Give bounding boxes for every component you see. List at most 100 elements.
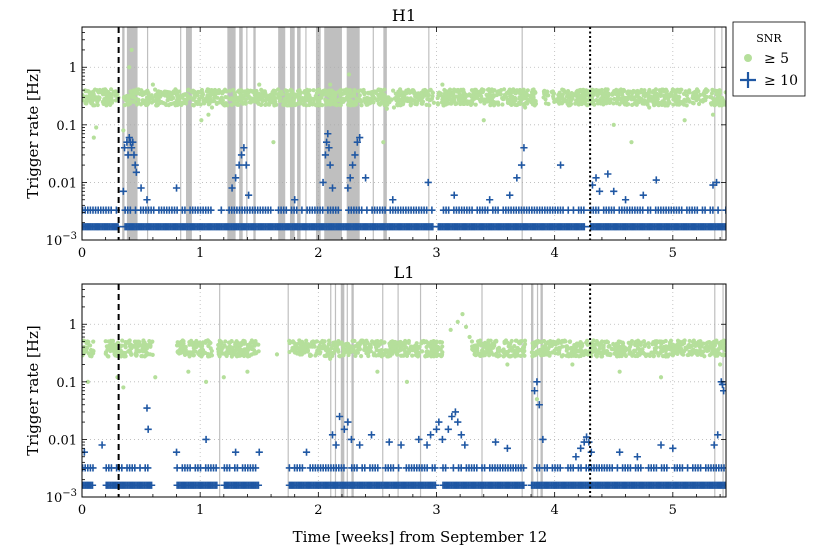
snr10-marker bbox=[144, 464, 152, 472]
snr5-marker bbox=[408, 90, 413, 95]
snr10-marker bbox=[592, 174, 600, 182]
snr5-marker bbox=[482, 353, 488, 358]
snr5-marker bbox=[517, 101, 523, 106]
snr10-marker bbox=[506, 191, 514, 199]
snr5-marker bbox=[141, 344, 147, 349]
snr5-marker bbox=[698, 92, 703, 97]
snr10-marker bbox=[652, 176, 660, 184]
snr5-marker bbox=[578, 347, 583, 352]
snr10-marker bbox=[610, 187, 618, 195]
snr5-marker bbox=[314, 91, 319, 96]
snr5-marker bbox=[322, 339, 327, 344]
snr5-marker bbox=[694, 92, 699, 97]
vetoed-interval bbox=[239, 27, 243, 240]
snr5-marker bbox=[326, 341, 331, 347]
snr5-marker bbox=[510, 94, 515, 99]
snr5-marker bbox=[414, 102, 419, 107]
snr5-marker bbox=[584, 97, 589, 103]
snr5-marker bbox=[673, 92, 678, 97]
snr10-marker bbox=[389, 196, 397, 204]
snr10-marker bbox=[721, 223, 726, 231]
legend-label: ≥ 5 bbox=[764, 51, 789, 67]
snr5-marker bbox=[416, 351, 422, 356]
snr5-marker bbox=[323, 348, 329, 353]
snr5-marker bbox=[490, 102, 495, 107]
snr5-marker bbox=[435, 95, 440, 101]
snr10-marker bbox=[423, 441, 431, 449]
snr5-marker bbox=[337, 102, 342, 107]
snr5-marker bbox=[526, 97, 531, 103]
snr5-marker bbox=[567, 103, 573, 108]
snr5-marker bbox=[593, 352, 598, 358]
vetoed-interval bbox=[289, 27, 295, 240]
snr5-marker bbox=[675, 350, 680, 355]
snr5-marker bbox=[619, 344, 624, 349]
snr5-marker bbox=[162, 93, 168, 98]
snr5-marker bbox=[658, 345, 663, 350]
snr5-marker bbox=[463, 324, 469, 329]
snr5-marker bbox=[510, 97, 515, 102]
snr5-marker bbox=[332, 95, 337, 100]
snr5-marker bbox=[219, 95, 224, 101]
snr10-marker bbox=[202, 435, 210, 444]
snr5-marker bbox=[528, 95, 534, 100]
snr5-marker bbox=[220, 91, 225, 96]
snr5-marker bbox=[227, 88, 233, 93]
snr5-marker bbox=[285, 103, 290, 108]
snr5-marker bbox=[83, 89, 88, 94]
snr5-marker bbox=[496, 102, 501, 107]
snr5-marker bbox=[330, 353, 335, 359]
vetoed-interval bbox=[305, 27, 307, 240]
snr5-marker bbox=[271, 140, 276, 145]
snr5-marker bbox=[225, 95, 230, 100]
snr5-marker bbox=[203, 379, 209, 384]
snr5-marker bbox=[500, 102, 505, 107]
snr5-marker bbox=[119, 354, 124, 359]
snr5-marker bbox=[82, 98, 85, 103]
snr10-marker bbox=[720, 464, 726, 472]
snr5-marker bbox=[569, 91, 574, 96]
snr5-marker bbox=[311, 100, 316, 105]
snr5-marker bbox=[250, 98, 255, 103]
snr5-marker bbox=[708, 101, 714, 106]
snr5-marker bbox=[150, 352, 155, 357]
snr5-marker bbox=[308, 97, 313, 102]
snr5-marker bbox=[401, 90, 407, 95]
snr5-marker bbox=[460, 312, 465, 317]
snr5-marker bbox=[614, 351, 619, 356]
snr5-marker bbox=[658, 375, 664, 380]
snr5-marker bbox=[650, 90, 655, 95]
snr5-marker bbox=[297, 88, 302, 93]
snr5-marker bbox=[136, 97, 141, 102]
snr5-marker bbox=[370, 94, 375, 99]
snr5-marker bbox=[608, 98, 613, 104]
snr5-marker bbox=[315, 87, 320, 93]
snr10-marker bbox=[328, 184, 337, 192]
snr5-marker bbox=[200, 341, 205, 346]
snr5-marker bbox=[304, 338, 309, 343]
snr5-marker bbox=[444, 101, 449, 106]
snr5-marker bbox=[448, 327, 453, 332]
snr5-marker bbox=[140, 354, 145, 359]
snr5-marker bbox=[126, 340, 131, 346]
snr10-marker bbox=[450, 191, 458, 199]
snr5-marker bbox=[155, 95, 160, 100]
snr5-marker bbox=[144, 95, 150, 100]
snr5-marker bbox=[284, 98, 290, 104]
snr10-marker bbox=[669, 444, 677, 452]
snr5-marker bbox=[465, 99, 471, 104]
snr5-marker bbox=[226, 340, 232, 345]
snr5-marker bbox=[101, 87, 106, 92]
snr5-marker bbox=[553, 98, 558, 104]
snr10-marker bbox=[245, 191, 253, 199]
snr5-marker bbox=[91, 90, 96, 95]
snr10-marker bbox=[520, 481, 528, 489]
snr5-marker bbox=[687, 338, 692, 344]
snr5-marker bbox=[618, 339, 623, 344]
snr5-marker bbox=[423, 91, 429, 96]
snr5-marker bbox=[676, 102, 682, 107]
snr10-marker bbox=[336, 412, 344, 421]
snr5-marker bbox=[311, 88, 316, 93]
snr5-marker bbox=[317, 351, 322, 356]
snr5-marker bbox=[717, 345, 722, 350]
